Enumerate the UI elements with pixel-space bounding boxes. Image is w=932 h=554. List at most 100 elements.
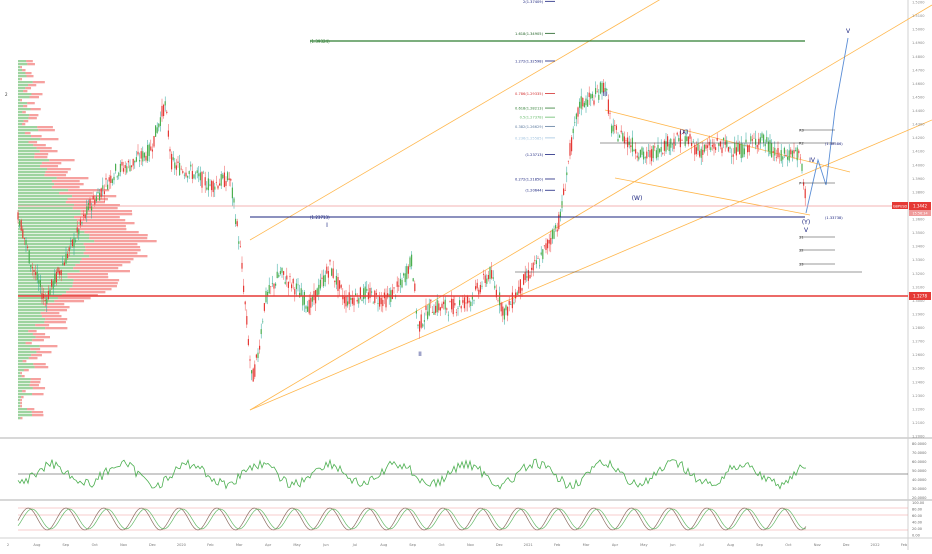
time-tick: 2 [7, 543, 9, 547]
volume-bar-down [29, 96, 39, 99]
pivot-label: S2 [799, 249, 804, 253]
time-tick: Jul [699, 543, 704, 547]
rsi-tick: 70.0000 [912, 451, 926, 455]
candle-body [684, 136, 686, 146]
volume-bar-down [35, 336, 50, 339]
candle-body [191, 171, 193, 179]
volume-bar-up [18, 108, 31, 111]
price-tick: 1.4400 [912, 109, 925, 113]
candle-body [100, 188, 102, 197]
volume-bar-down [80, 213, 133, 216]
candle-body [223, 172, 225, 187]
volume-bar-up [18, 378, 31, 381]
candle-body [492, 277, 494, 279]
candle-body [718, 143, 720, 146]
volume-bar-up [18, 318, 46, 321]
candle-body [721, 147, 723, 153]
volume-bar-down [44, 174, 67, 177]
candle-body [611, 125, 613, 134]
price-tick: 1.4900 [912, 41, 925, 45]
volume-bar-down [73, 216, 120, 219]
candle-body [425, 306, 427, 310]
candle-body [459, 300, 461, 306]
candle-body [185, 172, 187, 177]
volume-bar-up [18, 81, 33, 84]
price-tick: 1.2100 [912, 421, 925, 425]
candle-body [649, 150, 651, 158]
candle-body [574, 122, 576, 123]
volume-bar-down [81, 258, 134, 261]
candle-body [25, 239, 27, 245]
candle-body [599, 82, 601, 94]
volume-bar-up [18, 174, 45, 177]
volume-bar-down [33, 144, 46, 147]
candle-body [121, 162, 123, 166]
price-tick: 1.3100 [912, 285, 925, 289]
candle-body [711, 145, 713, 147]
candle-body [199, 172, 201, 181]
volume-bar-up [18, 264, 76, 267]
candle-body [403, 273, 405, 276]
candle-body [433, 311, 435, 315]
candle-body [239, 246, 241, 247]
volume-bar-up [18, 375, 22, 378]
rsi-tick: 80.0000 [912, 442, 926, 446]
candle-body [575, 113, 577, 120]
candle-body [500, 302, 502, 312]
time-tick: Sep [409, 543, 416, 547]
candle-body [531, 267, 533, 270]
candle-body [716, 138, 718, 141]
candle-body [111, 179, 113, 183]
volume-bar-up [18, 411, 32, 414]
candle-body [31, 267, 33, 269]
volume-bar-up [18, 366, 35, 369]
volume-bar-up [18, 180, 52, 183]
volume-bar-down [28, 141, 38, 144]
volume-bar-up [18, 102, 28, 105]
candle-body [44, 299, 46, 301]
volume-bar-down [39, 345, 58, 348]
symbol-tag [892, 202, 908, 209]
candle-body [460, 306, 462, 309]
volume-bar-down [84, 231, 139, 234]
candle-body [627, 137, 629, 148]
volume-bar-up [18, 168, 48, 171]
candle-body [755, 138, 757, 145]
volume-bar-up [18, 201, 66, 204]
pivot-label: S3 [799, 263, 804, 267]
candle-body [537, 258, 539, 259]
candle-body [604, 88, 606, 92]
volume-bar-up [18, 297, 58, 300]
volume-bar-up [18, 93, 32, 96]
volume-bar-down [79, 270, 130, 273]
candle-body [115, 164, 117, 171]
candle-body [623, 136, 625, 144]
candle-body [127, 160, 129, 163]
volume-bar-down [37, 126, 53, 129]
volume-bar-down [89, 234, 148, 237]
pivot-value-label: (1.38586) [825, 142, 843, 146]
volume-profile [18, 60, 157, 420]
candle-body [62, 263, 64, 265]
candle-body [209, 184, 211, 186]
stoch-tick: 60.00 [912, 514, 922, 518]
volume-bar-up [18, 384, 30, 387]
candle-body [340, 285, 342, 288]
candle-body [659, 148, 661, 153]
candle-body [444, 299, 446, 310]
candle-body [710, 147, 712, 151]
candle-body [553, 230, 555, 239]
candle-body [350, 297, 352, 300]
stoch-d [17, 508, 807, 530]
volume-bar-down [32, 387, 46, 390]
volume-bar-up [18, 162, 42, 165]
candle-body [129, 165, 131, 172]
candle-body [86, 205, 88, 215]
candle-body [435, 305, 437, 313]
pivot-value-label: (1.33738) [825, 216, 843, 220]
volume-bar-up [18, 330, 29, 333]
candle-body [703, 144, 705, 152]
candle-body [215, 182, 217, 183]
candle-body [166, 111, 168, 114]
